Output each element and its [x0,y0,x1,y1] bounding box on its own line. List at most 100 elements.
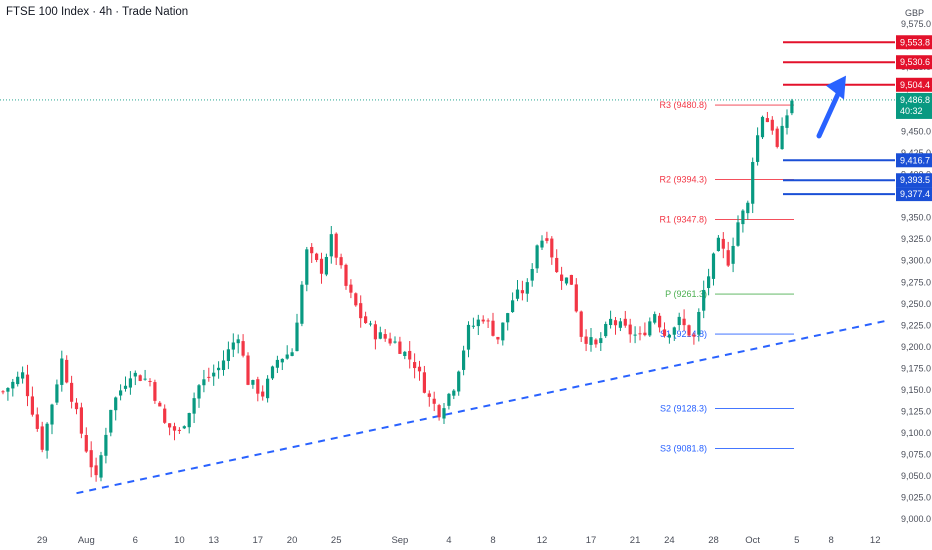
y-tick-label: 9,575.0 [901,19,931,29]
candle [349,279,353,299]
candle [672,326,676,341]
candle [496,336,500,345]
candle-body [574,284,578,312]
candle-body [290,352,294,356]
candle-body [496,336,500,340]
candle-body [11,381,15,389]
candle [413,353,417,379]
candle [359,295,363,328]
candle [60,350,64,392]
level-layer [783,41,895,196]
candle-body [246,355,250,385]
candle-body [114,397,118,411]
candle [716,235,720,252]
candle-body [270,366,275,379]
candle [677,312,681,331]
candle [354,292,358,307]
candle-body [643,332,647,336]
candle-body [388,338,392,344]
candle-body [305,249,309,285]
candle-body [79,407,83,434]
candle [741,209,745,233]
resistance-badge [896,77,932,92]
candle [618,318,622,332]
candle [589,327,593,352]
candle [324,253,328,277]
candle [770,116,774,135]
candle [511,292,515,313]
candle [236,334,240,354]
candle-body [128,378,132,388]
candle-body [672,327,676,335]
candle-body [790,100,794,114]
x-tick-label: 13 [208,535,219,546]
x-tick-label: 17 [586,535,597,546]
candle-body [30,396,34,415]
candle-body [359,303,363,319]
x-tick-label: Oct [745,535,760,546]
candle-body [364,316,368,324]
candle [599,332,603,351]
candle-body [6,387,10,392]
candle-body [266,378,270,399]
candle-body [437,405,441,418]
candle-body [192,398,196,414]
candle [726,241,730,267]
x-tick-label: Sep [391,535,408,546]
candle-body [780,125,784,150]
y-tick-label: 9,200.0 [901,342,931,352]
candle-body [295,322,299,352]
candle [427,390,431,407]
candle-body [520,290,524,294]
candle [388,332,392,346]
resistance-badge-label: 9,530.6 [900,57,930,67]
candle [21,366,25,384]
candle [172,422,177,441]
candle-body [501,322,505,341]
candle-body [697,311,701,335]
candle-body [721,238,725,249]
candle-body [217,367,221,371]
candle-body [618,321,622,328]
y-tick-label: 9,050.0 [901,471,931,481]
candle-body [25,374,30,397]
candle [383,329,387,342]
candle-body [432,398,436,404]
y-tick-label: 9,300.0 [901,256,931,266]
candle [609,310,613,329]
candle-body [584,336,588,344]
candle-body [765,118,769,123]
candle [746,200,750,220]
price-badge-layer: 9,553.8 9,530.6 9,504.4 9,416.7 9,393.5 9,377… [896,35,932,202]
candle [128,371,132,395]
candle-body [84,435,88,452]
candle-body [89,450,93,468]
y-tick-label: 9,150.0 [901,385,931,395]
candle [775,126,779,149]
candle [530,263,534,287]
candle [246,352,250,386]
candle [457,370,461,396]
candle [158,401,162,407]
candle-body [168,423,172,428]
support-badge-label: 9,416.7 [900,155,930,165]
candle [45,422,49,459]
candle-body [187,413,191,428]
candle-body [177,429,181,431]
candle [163,404,167,424]
y-tick-label: 9,425.0 [901,148,931,158]
candle [574,278,578,313]
x-tick-label: 28 [708,535,719,546]
candle-body [393,341,397,343]
candle-body [133,372,137,377]
candle [697,308,701,342]
candle [74,398,79,415]
candle [452,389,456,400]
candle [16,371,20,387]
candle [491,312,495,337]
candle [104,427,108,464]
candle [682,309,686,331]
candle-body [511,300,515,313]
candle [241,334,245,358]
